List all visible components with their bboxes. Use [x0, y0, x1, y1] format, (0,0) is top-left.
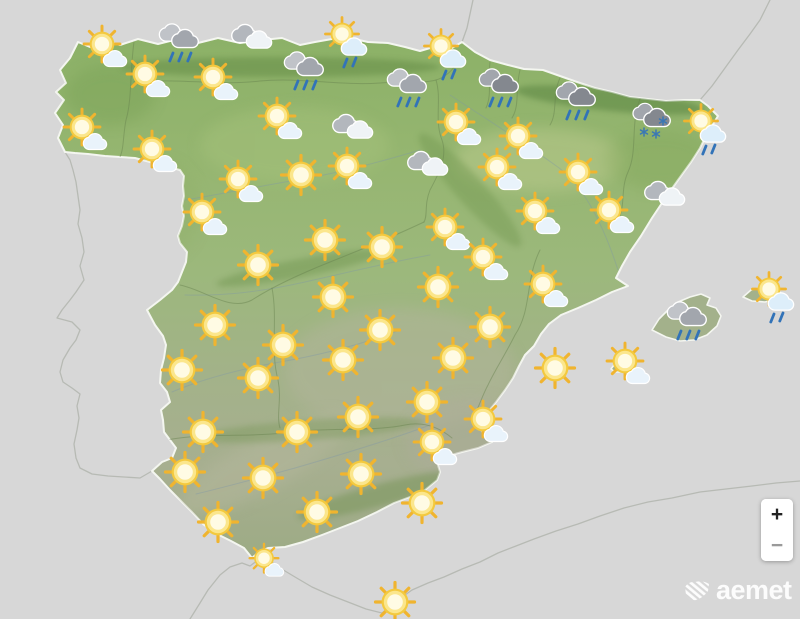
france-atlantic-coastline: [461, 0, 474, 43]
aemet-logo-mark: [685, 580, 709, 600]
weather-icon-sun: [468, 305, 512, 349]
france-mediterranean-coastline: [699, 0, 771, 101]
weather-icon-sun: [193, 303, 237, 347]
weather-icon-sun: [196, 500, 240, 544]
africa-coastline: [189, 480, 800, 619]
aemet-logo-text: aemet: [716, 575, 792, 605]
weather-icon-sun: [303, 218, 347, 262]
weather-icon-sun: [405, 380, 449, 424]
weather-icon-sun: [416, 265, 460, 309]
weather-icon-sun: [236, 243, 280, 287]
weather-icon-sun: [339, 452, 383, 496]
neighbor-coastlines: [56, 0, 800, 619]
weather-icon-sun: [163, 450, 207, 494]
weather-icon-sun: [279, 153, 323, 197]
weather-icon-sun: [400, 481, 444, 525]
weather-icon-sun: [160, 348, 204, 392]
weather-icon-sun: [295, 490, 339, 534]
portugal-coastline: [56, 151, 153, 479]
aemet-logo: aemet: [683, 577, 792, 604]
weather-icon-sun: [236, 356, 280, 400]
weather-icon-sun-cloud: [607, 343, 649, 383]
weather-icon-sun: [336, 395, 380, 439]
spain-landmass: [54, 37, 719, 559]
zoom-in-button[interactable]: +: [761, 499, 793, 530]
weather-icon-sun: [373, 580, 417, 619]
weather-icon-sun: [533, 346, 577, 390]
zoom-control: + −: [761, 499, 793, 561]
weather-icon-sun: [360, 225, 404, 269]
rivers: [171, 94, 619, 495]
weather-icon-sun: [261, 323, 305, 367]
weather-icon-sun: [311, 275, 355, 319]
weather-icon-sun: [431, 336, 475, 380]
weather-icon-sun: [241, 456, 285, 500]
weather-icon-sun: [358, 308, 402, 352]
weather-icon-sun: [181, 410, 225, 454]
weather-icon-sun: [275, 410, 319, 454]
zoom-out-button[interactable]: −: [761, 530, 793, 561]
weather-icon-sun: [321, 338, 365, 382]
